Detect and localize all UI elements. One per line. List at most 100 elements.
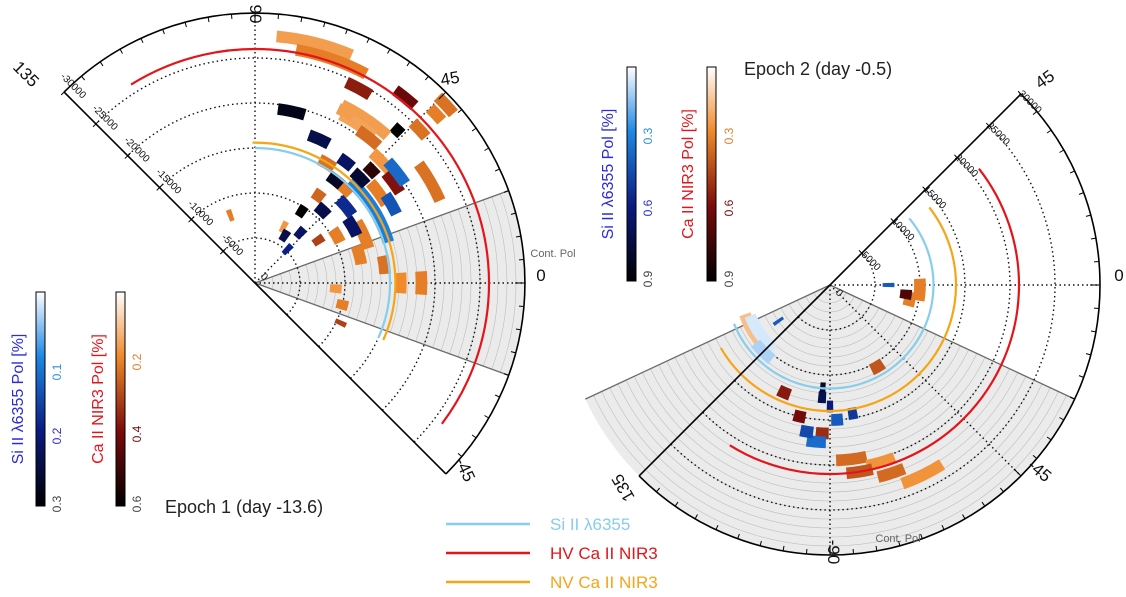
angle-tick-label: 45 xyxy=(439,68,461,90)
radius-tick xyxy=(954,154,961,161)
angle-tick xyxy=(140,38,144,44)
angle-tick-label: 45 xyxy=(1032,66,1058,92)
angle-tick xyxy=(366,38,370,44)
reference-arc xyxy=(252,141,397,341)
angle-tick xyxy=(471,434,477,439)
epoch-1-ca-tick: 0.6 xyxy=(130,495,144,512)
ca-pol-point xyxy=(381,169,405,196)
angle-tick xyxy=(1046,129,1052,134)
radius-tick xyxy=(858,249,866,257)
epoch-2-si-colorbar-label: Si II λ6355 Pol [%] xyxy=(600,109,617,240)
ca-pol-point xyxy=(335,103,357,122)
si-pol-point xyxy=(772,316,785,326)
angle-tick xyxy=(1046,436,1052,441)
epoch-1-si-tick: 0.3 xyxy=(50,495,64,512)
epoch-1-ca-colorbar: Ca II NIR3 Pol [%] 0.2 0.4 0.6 xyxy=(90,291,144,512)
angle-tick xyxy=(515,328,521,331)
angle-tick xyxy=(323,22,326,28)
angle-tick xyxy=(656,487,661,493)
angle-tick xyxy=(941,524,945,530)
angle-tick xyxy=(782,545,785,551)
si-pol-point xyxy=(294,203,309,219)
ca-pol-point xyxy=(391,85,419,111)
angle-tick xyxy=(898,540,901,546)
angle-tick xyxy=(63,91,72,100)
epoch-1-ca-tick: 0.2 xyxy=(130,353,144,370)
angle-tick-label: 0 xyxy=(536,266,545,285)
si-pol-point xyxy=(277,103,307,121)
si-pol-point xyxy=(383,157,410,187)
epoch-2-frame xyxy=(638,90,1101,556)
radius-tick-label: 20000 xyxy=(952,152,980,180)
si-pol-point xyxy=(744,313,778,354)
ca-pol-point xyxy=(335,299,350,312)
ca-pol-point xyxy=(354,125,383,151)
angle-tick xyxy=(503,373,509,376)
angle-tick xyxy=(1090,330,1096,333)
ca-pol-point xyxy=(835,450,868,467)
epoch-1-ca-tick: 0.4 xyxy=(130,425,144,442)
radius-tick xyxy=(124,152,131,159)
si-pol-point xyxy=(313,201,332,220)
si-pol-point xyxy=(293,225,308,240)
epoch-1-frame xyxy=(60,12,526,475)
ca-pol-point xyxy=(414,160,446,204)
ca-pol-point xyxy=(344,77,374,100)
angle-tick xyxy=(119,48,123,54)
epoch-2-ca-tick: 0.9 xyxy=(722,270,736,287)
continuum-hatch-arc xyxy=(373,239,382,327)
angle-tick xyxy=(494,168,500,172)
continuum-hatch-arc xyxy=(821,288,839,295)
angle-tick xyxy=(1078,375,1084,378)
epoch-1-si-tick: 0.1 xyxy=(50,363,64,380)
radius-grid-circle xyxy=(670,125,1056,511)
continuum-hatch-arc xyxy=(780,307,880,340)
radius-tick xyxy=(1017,90,1025,98)
ca-pol-point xyxy=(876,463,907,483)
angle-tick xyxy=(438,466,447,475)
si-pol-point xyxy=(334,194,358,219)
angle-tick xyxy=(484,147,490,151)
angle-tick xyxy=(387,48,391,54)
epoch-2-si-tick: 0.6 xyxy=(641,199,655,216)
radius-tick-label: 10000 xyxy=(889,216,917,244)
radius-tick-label: -10000 xyxy=(185,199,215,229)
continuum-hatch-arc xyxy=(440,215,454,351)
radius-tick-label: -15000 xyxy=(153,167,183,197)
epoch-1-title: Epoch 1 (day -13.6) xyxy=(165,497,323,517)
continuum-hatch-arc xyxy=(398,230,409,336)
ca-pol-point xyxy=(900,459,946,490)
radius-tick xyxy=(922,186,929,193)
si-pol-point xyxy=(882,282,895,288)
angle-tick xyxy=(494,394,500,398)
continuum-hatch-arc xyxy=(313,261,319,305)
si-pol-point xyxy=(380,191,402,217)
angle-tick xyxy=(674,501,679,507)
si-pol-point xyxy=(349,167,371,189)
continuum-label: Cont. Pol xyxy=(530,248,575,260)
angle-tick xyxy=(438,91,447,100)
angle-tick-label: -90 xyxy=(824,540,843,565)
ca-pol-point xyxy=(899,289,913,301)
epoch-2-ca-colorbar-label: Ca II NIR3 Pol [%] xyxy=(680,109,697,239)
ca-pol-point xyxy=(278,220,289,234)
epoch-2-data-points xyxy=(739,278,946,490)
epoch-1-ca-colorbar-label: Ca II NIR3 Pol [%] xyxy=(90,334,107,464)
reference-arc xyxy=(254,146,392,339)
frame-outer-arc xyxy=(638,93,1101,556)
legend-hv-label: HV Ca II NIR3 xyxy=(550,544,658,563)
si-pol-point xyxy=(799,424,814,439)
continuum-label: Cont. Pol xyxy=(875,533,920,545)
angle-tick xyxy=(999,487,1004,493)
angle-tick xyxy=(875,545,878,551)
continuum-hatch-arc xyxy=(483,199,499,367)
radius-tick-label: 5000 xyxy=(859,250,883,274)
ca-pol-point xyxy=(225,208,235,222)
angle-tick xyxy=(345,29,348,35)
ca-pol-point xyxy=(394,272,407,294)
epoch-2-ca-tick: 0.3 xyxy=(722,127,736,144)
ca-pol-point xyxy=(792,409,807,424)
reference-arc xyxy=(130,47,491,425)
continuum-hatch-arc xyxy=(457,209,472,357)
epoch-1-si-tick: 0.2 xyxy=(50,427,64,444)
